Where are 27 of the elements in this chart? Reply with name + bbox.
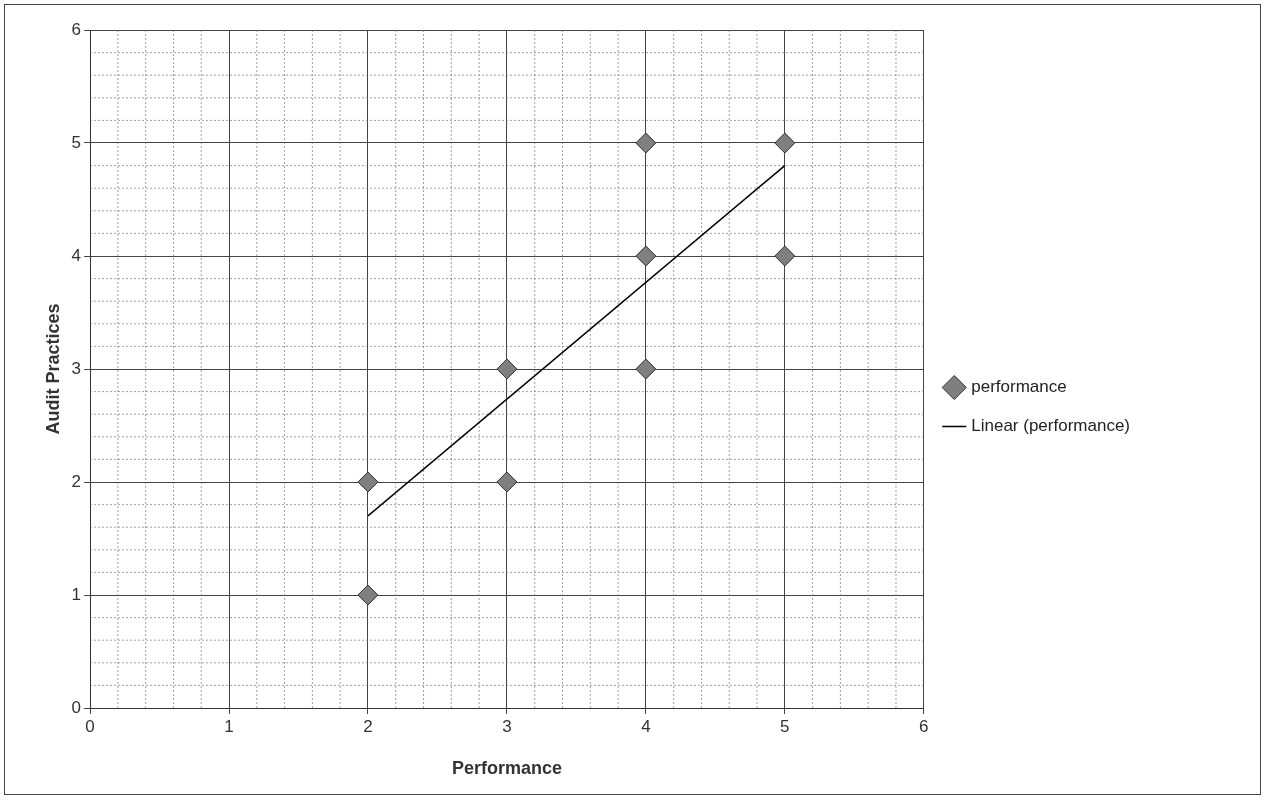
point (635, 245, 657, 267)
y-tick-label: 2 (71, 471, 82, 491)
x-tick-label: 3 (502, 716, 512, 736)
y-axis-title: Audit Practices (42, 303, 63, 435)
point (774, 132, 796, 154)
point (496, 358, 518, 380)
point (496, 471, 518, 493)
y-tick-label: 3 (71, 358, 82, 378)
y-tick-label: 6 (71, 19, 82, 39)
x-axis-title: Performance (451, 758, 562, 779)
x-tick-label: 4 (641, 716, 651, 736)
y-tick-label: 4 (71, 245, 82, 265)
y-tick-label: 5 (71, 132, 82, 152)
point (357, 471, 379, 493)
x-tick-label: 1 (224, 716, 234, 736)
point (774, 245, 796, 267)
y-tick-label: 1 (71, 584, 82, 604)
x-tick-label: 6 (919, 716, 929, 736)
x-tick-label: 5 (780, 716, 790, 736)
y-tick-label: 0 (71, 697, 82, 717)
legend-label: Linear (performance) (971, 416, 1131, 436)
point (357, 584, 379, 606)
x-tick-label: 0 (85, 716, 95, 736)
legend-label: performance (971, 377, 1067, 397)
point (635, 358, 657, 380)
x-tick-label: 2 (363, 716, 373, 736)
point (635, 132, 657, 154)
